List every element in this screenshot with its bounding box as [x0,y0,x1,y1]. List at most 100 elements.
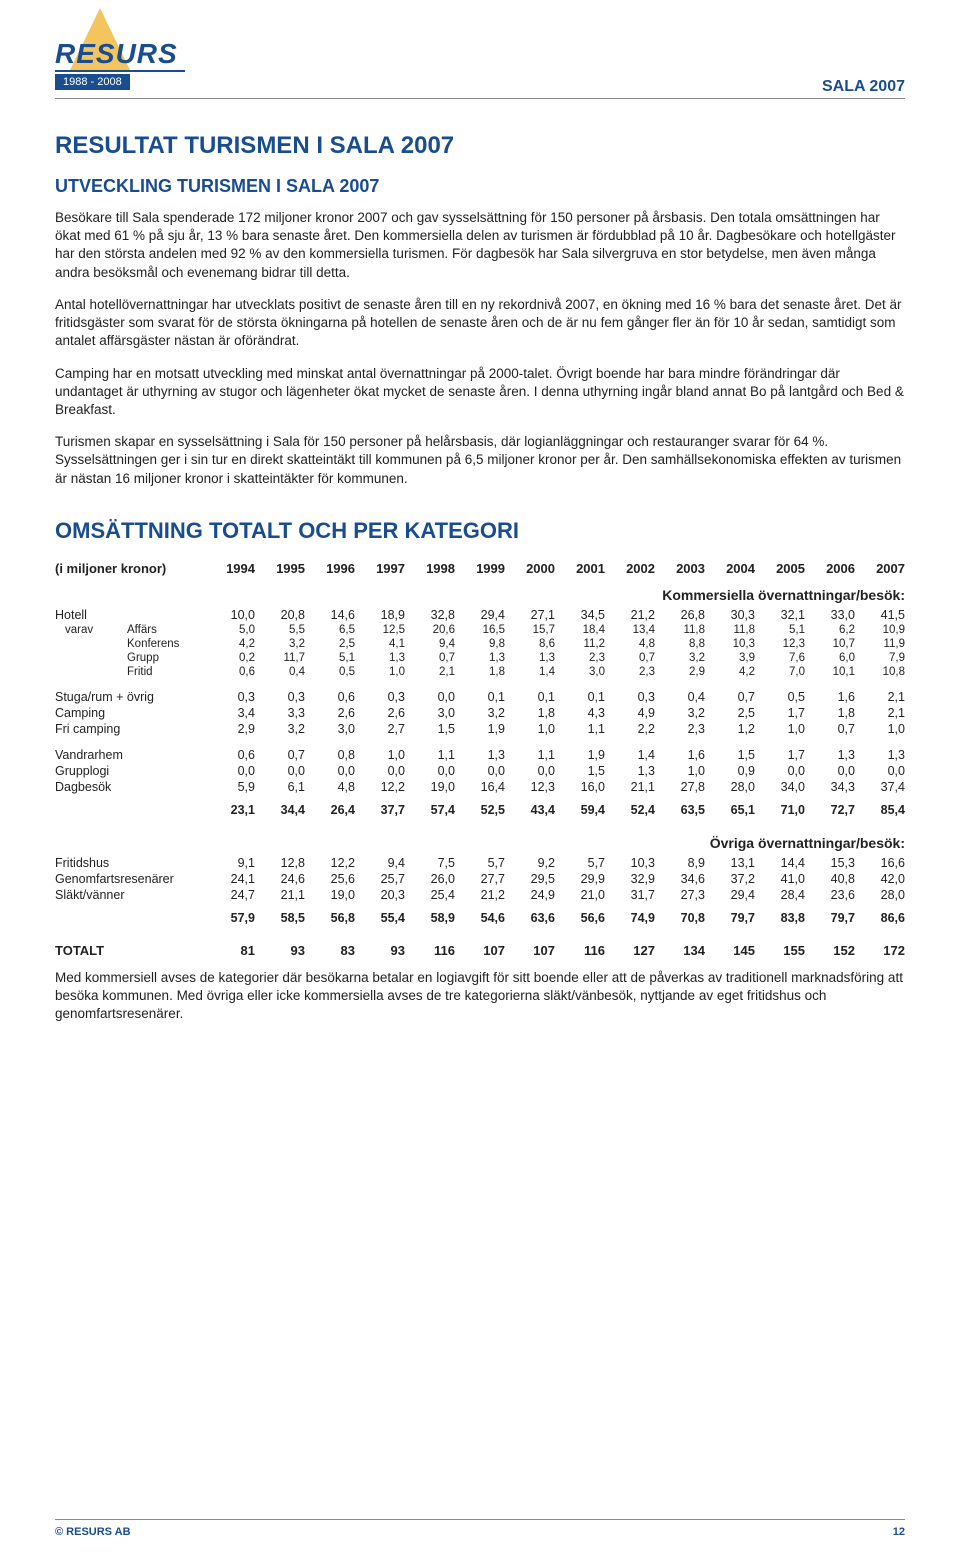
table-row: Stuga/rum + övrig0,30,30,60,30,00,10,10,… [55,689,905,705]
table-row: Genomfartsresenärer24,124,625,625,726,02… [55,871,905,887]
cell: 5,0 [205,623,255,637]
table-header-row: (i miljoner kronor) 1994 1995 1996 1997 … [55,560,905,577]
cell: 18,4 [555,623,605,637]
cell: 30,3 [705,607,755,623]
logo-brand-text: RESURS [55,38,178,70]
cell: 2,6 [305,705,355,721]
cell: 0,0 [205,763,255,779]
cell: 3,2 [255,721,305,737]
cell: 1,8 [805,705,855,721]
cell: 40,8 [805,871,855,887]
cell: 0,0 [355,763,405,779]
cell: 20,6 [405,623,455,637]
cell: 9,2 [505,855,555,871]
cell: 2,1 [405,665,455,679]
cell: 12,3 [505,779,555,795]
cell: 9,4 [355,855,405,871]
cell: 10,8 [855,665,905,679]
cell: 5,1 [305,651,355,665]
cell: 27,1 [505,607,555,623]
cell: 1,3 [505,651,555,665]
cell: 32,9 [605,871,655,887]
cell: 27,3 [655,887,705,903]
table-row: Konferens4,23,22,54,19,49,88,611,24,88,8… [55,637,905,651]
cell: 0,7 [405,651,455,665]
logo-years-badge: 1988 - 2008 [55,74,130,90]
cell: 0,0 [455,763,505,779]
cell: 0,0 [505,763,555,779]
cell: 25,6 [305,871,355,887]
cell: 7,6 [755,651,805,665]
row-label: Släkt/vänner [55,887,205,903]
logo: RESURS 1988 - 2008 [55,8,185,98]
table-row: Camping3,43,32,62,63,03,21,84,34,93,22,5… [55,705,905,721]
cell: 9,4 [405,637,455,651]
cell: 0,1 [455,689,505,705]
cell: 16,4 [455,779,505,795]
cell: 15,7 [505,623,555,637]
cell: 16,5 [455,623,505,637]
cell: 27,7 [455,871,505,887]
cell: 1,0 [855,721,905,737]
cell: 0,6 [205,747,255,763]
cell: 6,0 [805,651,855,665]
cell: 1,0 [505,721,555,737]
cell: 24,7 [205,887,255,903]
cell: 15,3 [805,855,855,871]
cell: 0,0 [805,763,855,779]
cell: 0,3 [255,689,305,705]
cell: 34,6 [655,871,705,887]
table-row: Fri camping2,93,23,02,71,51,91,01,12,22,… [55,721,905,737]
cell: 2,1 [855,689,905,705]
cell: 32,1 [755,607,805,623]
cell: 2,9 [205,721,255,737]
table-row: varavAffärs5,05,56,512,520,616,515,718,4… [55,623,905,637]
cell: 3,2 [255,637,305,651]
row-label: Hotell [55,607,205,623]
year-header: 1994 [205,560,255,577]
cell: 26,0 [405,871,455,887]
cell: 0,5 [755,689,805,705]
cell: 1,6 [805,689,855,705]
main-content: RESULTAT TURISMEN I SALA 2007 UTVECKLING… [55,20,905,1024]
cell: 1,3 [805,747,855,763]
cell: 34,0 [755,779,805,795]
table-row: Släkt/vänner24,721,119,020,325,421,224,9… [55,887,905,903]
cell: 23,6 [805,887,855,903]
cell: 2,3 [655,721,705,737]
cell: 7,9 [855,651,905,665]
cell: 1,9 [555,747,605,763]
row-label: Fritidshus [55,855,205,871]
row-label: Fritid [55,665,205,679]
cell: 2,7 [355,721,405,737]
cell: 4,8 [605,637,655,651]
cell: 8,9 [655,855,705,871]
cell: 4,2 [705,665,755,679]
cell: 3,0 [405,705,455,721]
cell: 12,3 [755,637,805,651]
cell: 1,3 [455,747,505,763]
cell: 11,8 [655,623,705,637]
cell: 6,5 [305,623,355,637]
cell: 5,9 [205,779,255,795]
cell: 0,0 [855,763,905,779]
cell: 0,3 [205,689,255,705]
cell: 24,9 [505,887,555,903]
cell: 16,6 [855,855,905,871]
cell: 0,3 [355,689,405,705]
cell: 3,0 [305,721,355,737]
cell: 4,2 [205,637,255,651]
cell: 1,9 [455,721,505,737]
cell: 6,2 [805,623,855,637]
category-heading: Kommersiella övernattningar/besök: [55,577,905,607]
cell: 16,0 [555,779,605,795]
cell: 12,2 [305,855,355,871]
footnote: Med kommersiell avses de kategorier där … [55,969,905,1024]
paragraph: Besökare till Sala spenderade 172 miljon… [55,209,905,282]
cell: 11,2 [555,637,605,651]
year-header: 1995 [255,560,305,577]
cell: 1,7 [755,705,805,721]
year-header: 2003 [655,560,705,577]
cell: 1,3 [355,651,405,665]
cell: 10,1 [805,665,855,679]
